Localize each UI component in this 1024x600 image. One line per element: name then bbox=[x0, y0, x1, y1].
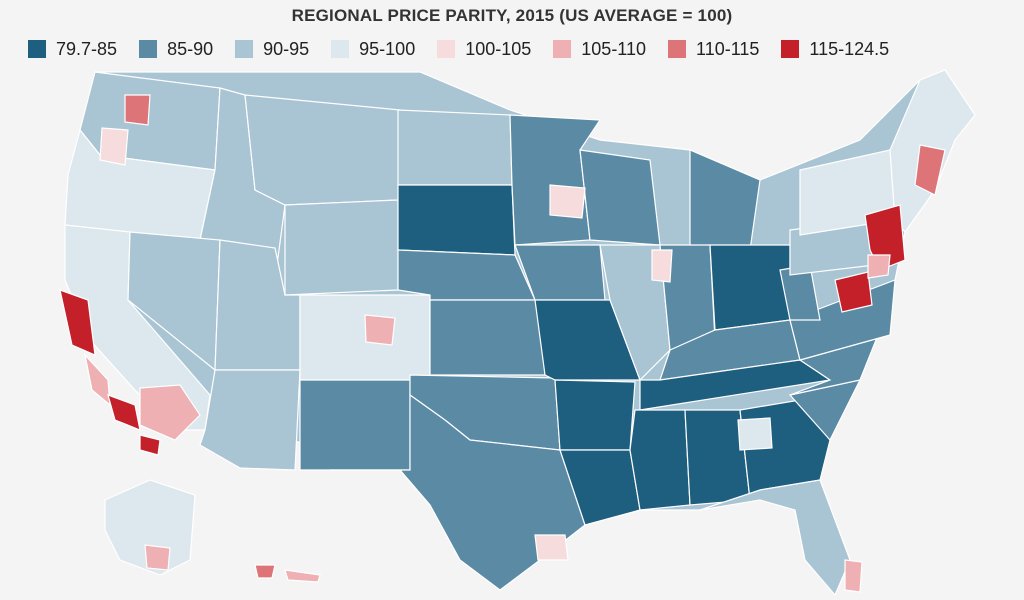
legend-swatch-5 bbox=[437, 40, 456, 58]
legend: 79.7-85 85-90 90-95 95-100 100-105 105-1… bbox=[28, 34, 911, 64]
region-los-angeles bbox=[107, 394, 141, 431]
legend-item-8: 115-124.5 bbox=[781, 39, 889, 60]
legend-swatch-1 bbox=[28, 40, 46, 58]
region-texas bbox=[330, 393, 586, 591]
legend-item-5: 100-105 bbox=[437, 39, 531, 60]
region-missouri bbox=[534, 299, 641, 381]
legend-swatch-2 bbox=[139, 40, 158, 58]
region-dc-baltimore bbox=[834, 271, 873, 313]
legend-swatch-8 bbox=[781, 40, 800, 58]
legend-item-3: 90-95 bbox=[235, 39, 309, 60]
legend-swatch-3 bbox=[235, 40, 254, 58]
legend-label-7: 110-115 bbox=[696, 38, 760, 59]
region-portland bbox=[99, 127, 129, 166]
region-hawaii-islands bbox=[284, 569, 321, 583]
region-miami bbox=[844, 559, 863, 593]
region-seattle bbox=[124, 94, 151, 126]
map-title: REGIONAL PRICE PARITY, 2015 (US AVERAGE … bbox=[291, 6, 733, 25]
legend-item-7: 110-115 bbox=[668, 39, 759, 60]
region-bay-area bbox=[59, 289, 96, 356]
legend-swatch-6 bbox=[553, 40, 572, 58]
legend-item-2: 85-90 bbox=[139, 39, 213, 60]
legend-item-4: 95-100 bbox=[331, 39, 415, 60]
region-boston bbox=[914, 144, 946, 196]
region-philadelphia bbox=[867, 254, 891, 279]
legend-label-3: 90-95 bbox=[263, 38, 310, 59]
region-wisconsin bbox=[579, 149, 661, 246]
region-ohio bbox=[709, 244, 791, 331]
region-florida bbox=[699, 479, 851, 597]
legend-item-6: 105-110 bbox=[553, 39, 646, 60]
region-alaska bbox=[104, 479, 196, 576]
region-atlanta bbox=[737, 417, 773, 451]
legend-label-8: 115-124.5 bbox=[809, 38, 890, 59]
region-san-diego bbox=[139, 434, 161, 456]
legend-item-1: 79.7-85 bbox=[28, 39, 117, 60]
region-wyoming bbox=[284, 199, 399, 296]
region-kansas bbox=[429, 299, 546, 376]
us-choropleth-map bbox=[59, 69, 976, 597]
legend-label-2: 85-90 bbox=[167, 38, 214, 59]
region-denver bbox=[364, 314, 396, 346]
region-colorado bbox=[299, 294, 431, 381]
region-arizona bbox=[199, 369, 301, 471]
region-montana bbox=[244, 94, 401, 206]
legend-swatch-4 bbox=[331, 40, 350, 58]
region-anchorage bbox=[144, 544, 171, 571]
region-mississippi bbox=[629, 409, 691, 511]
legend-swatch-7 bbox=[668, 40, 687, 58]
region-inland-empire bbox=[139, 384, 201, 441]
region-nyc-nj bbox=[864, 204, 906, 271]
legend-label-4: 95-100 bbox=[359, 38, 416, 59]
legend-label-5: 100-105 bbox=[465, 38, 532, 59]
region-michigan bbox=[689, 149, 761, 251]
region-hawaii bbox=[254, 564, 276, 579]
region-arkansas bbox=[554, 379, 636, 451]
region-central-coast bbox=[83, 353, 111, 407]
region-north-dakota bbox=[397, 109, 513, 186]
region-nebraska bbox=[397, 249, 536, 301]
legend-label-1: 79.7-85 bbox=[56, 38, 118, 59]
region-new-mexico bbox=[299, 379, 411, 471]
region-minneapolis bbox=[549, 184, 586, 219]
region-houston bbox=[534, 534, 569, 561]
region-south-dakota bbox=[397, 184, 516, 256]
region-chicago bbox=[651, 249, 673, 283]
legend-label-6: 105-110 bbox=[581, 38, 647, 59]
